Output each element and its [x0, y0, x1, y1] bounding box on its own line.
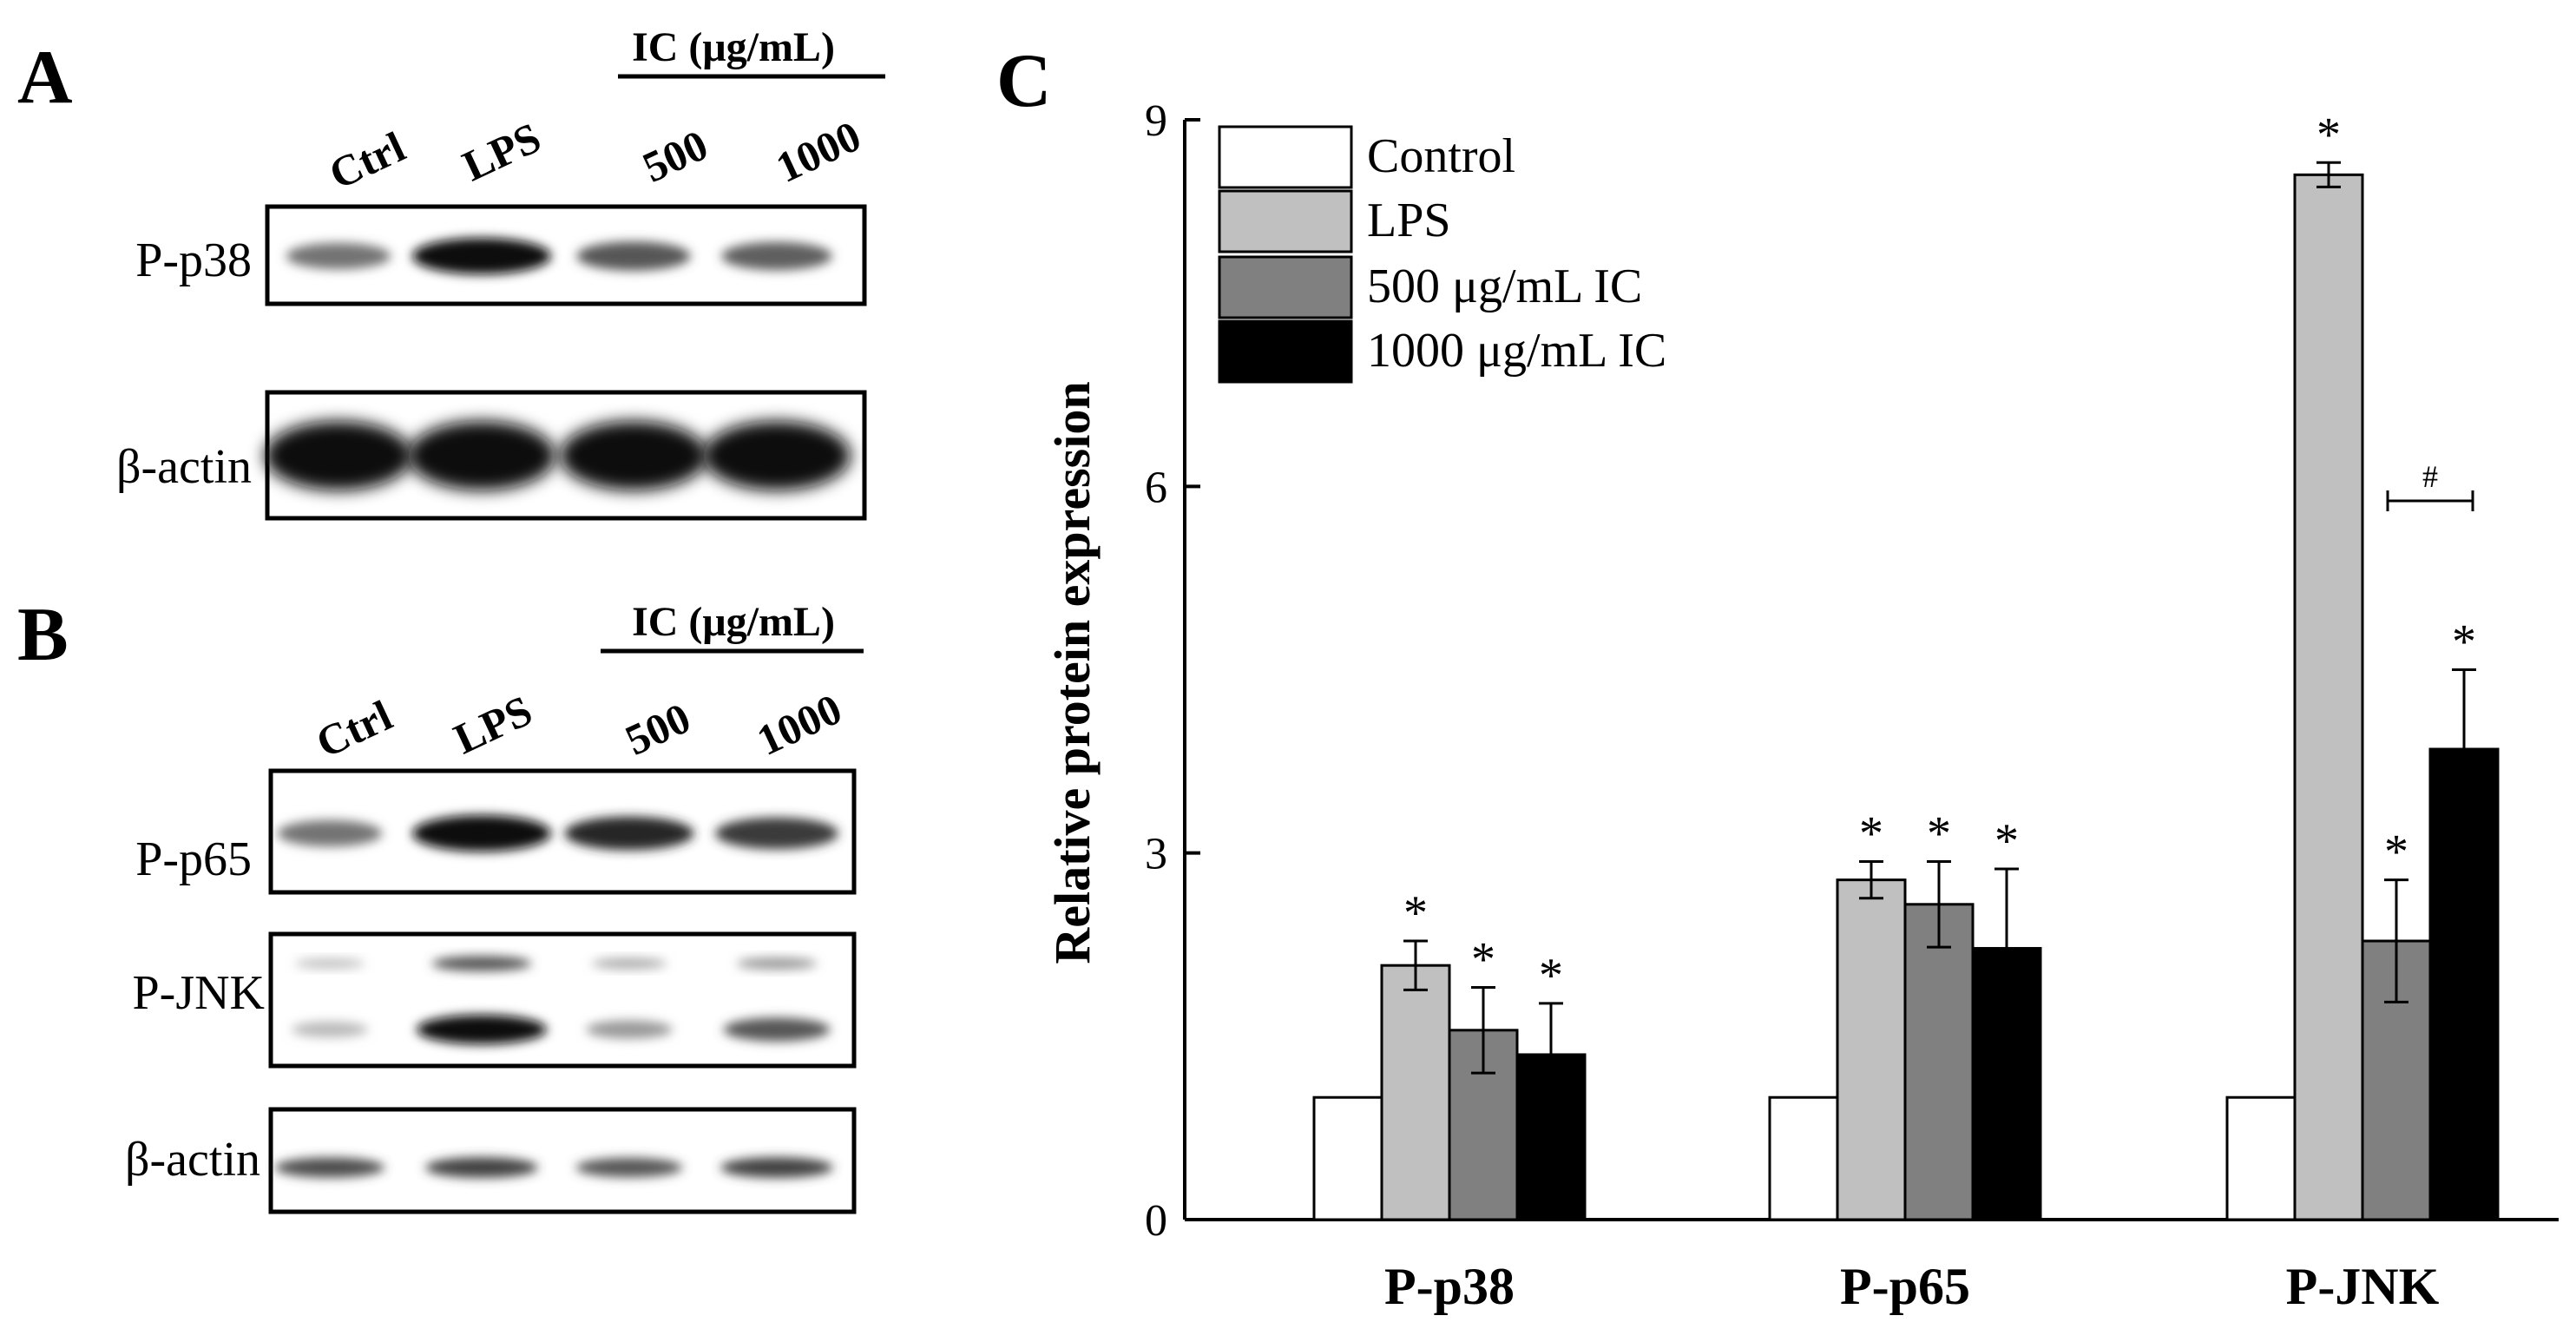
- panel-a-lane-labels: Ctrl LPS 500 1000: [322, 111, 868, 199]
- panel-b-lane-labels: Ctrl LPS 500 1000: [309, 684, 849, 767]
- legend-label: 500 μg/mL IC: [1367, 260, 1642, 313]
- legend-swatch: [1218, 125, 1353, 189]
- y-tick-label: 3: [1145, 830, 1167, 879]
- blot-row-label: P-p65: [135, 832, 252, 886]
- blot-bands-p-p38: [286, 238, 832, 274]
- blot-bands-beta-actin: [265, 421, 851, 490]
- x-category-label: P-JNK: [2286, 1258, 2440, 1315]
- blot-band: [412, 238, 551, 274]
- blot-band: [576, 241, 691, 271]
- blot-band: [286, 242, 391, 270]
- y-tick-label: 0: [1145, 1196, 1167, 1246]
- blot-bands-p-jnk: [292, 956, 831, 1044]
- blot-bands-beta-actin: [274, 1157, 833, 1178]
- blot-band: [417, 1015, 547, 1044]
- bar: [1312, 1095, 1383, 1221]
- lane-label: 1000: [750, 684, 849, 765]
- legend-label: Control: [1367, 129, 1515, 183]
- lane-label: 500: [618, 693, 698, 764]
- legend-label: 1000 μg/mL IC: [1367, 324, 1666, 378]
- blot-band: [715, 817, 838, 850]
- blot-row-label: β-actin: [125, 1133, 260, 1187]
- panel-a-letter: A: [17, 36, 73, 120]
- bar: [1836, 878, 1907, 1221]
- bar: [1380, 964, 1451, 1221]
- significance-star: *: [1859, 807, 1883, 861]
- comparison-hash: #: [2422, 459, 2438, 494]
- lane-label: LPS: [455, 113, 548, 191]
- panel-c: C Relative protein expression 0 3 6 9 * * * * * *…: [996, 39, 2559, 1315]
- blot-band: [560, 421, 707, 490]
- y-axis-label: Relative protein expression: [1044, 381, 1101, 964]
- bar: [1768, 1095, 1839, 1221]
- blot-frame-p-jnk: [268, 931, 857, 1069]
- lane-label: LPS: [446, 686, 539, 764]
- blot-band: [294, 958, 365, 969]
- legend-swatch: [1218, 319, 1353, 384]
- x-category-label: P-p65: [1840, 1258, 1970, 1315]
- blot-band: [265, 421, 412, 490]
- blot-band: [431, 956, 532, 971]
- panel-b-ic-header: IC (μg/mL): [632, 599, 835, 645]
- lane-label: 500: [635, 120, 715, 191]
- blot-band: [564, 816, 694, 851]
- legend-swatch: [1218, 255, 1353, 319]
- panel-b-letter: B: [17, 593, 69, 677]
- blot-band: [736, 957, 818, 970]
- significance-star: *: [2384, 826, 2408, 879]
- y-tick-label: 9: [1145, 96, 1167, 146]
- lane-label: 1000: [769, 111, 868, 192]
- significance-star: *: [1994, 814, 2019, 868]
- bar: [2225, 1095, 2297, 1221]
- lane-label: Ctrl: [322, 122, 412, 198]
- blot-band: [425, 1157, 538, 1178]
- legend-label: LPS: [1367, 194, 1451, 247]
- blot-band: [721, 241, 832, 271]
- lane-label: Ctrl: [309, 690, 399, 766]
- bar: [2293, 173, 2364, 1221]
- blot-band: [703, 421, 851, 490]
- blot-band: [591, 957, 667, 970]
- panel-c-letter: C: [996, 39, 1052, 123]
- blot-band: [292, 1021, 368, 1038]
- panel-a: A IC (μg/mL) Ctrl LPS 500 1000 P-p38 β-a…: [17, 24, 885, 521]
- significance-star: *: [1471, 933, 1495, 987]
- blot-band: [274, 1157, 385, 1178]
- blot-bands-p-p65: [277, 815, 838, 852]
- blot-row-label: P-JNK: [133, 966, 265, 1020]
- significance-star: *: [1927, 807, 1951, 861]
- panel-a-ic-header: IC (μg/mL): [632, 24, 835, 70]
- significance-star: *: [2452, 615, 2476, 669]
- blot-row-label: β-actin: [116, 440, 252, 494]
- blot-band: [408, 421, 555, 490]
- significance-star: *: [1539, 949, 1563, 1003]
- y-tick-label: 6: [1145, 463, 1167, 512]
- panel-b: B IC (μg/mL) Ctrl LPS 500 1000 P-p65 P-J…: [17, 593, 864, 1214]
- blot-row-label: P-p38: [135, 234, 252, 287]
- significance-star: *: [2316, 108, 2341, 161]
- bar: [1903, 903, 1975, 1221]
- bar: [2428, 747, 2500, 1221]
- legend-swatch: [1218, 189, 1353, 253]
- significance-star: *: [1403, 886, 1428, 940]
- blot-band: [277, 819, 383, 847]
- blot-band: [720, 1157, 833, 1178]
- bar-chart: 0 3 6 9 * * * * * * * * * P-p38 P-p65 P-JNK # Control LPS 5…: [1145, 96, 2559, 1315]
- blot-band: [586, 1020, 673, 1039]
- x-category-label: P-p38: [1384, 1258, 1515, 1315]
- blot-band: [575, 1157, 683, 1178]
- blot-band: [723, 1017, 831, 1042]
- blot-band: [412, 815, 551, 852]
